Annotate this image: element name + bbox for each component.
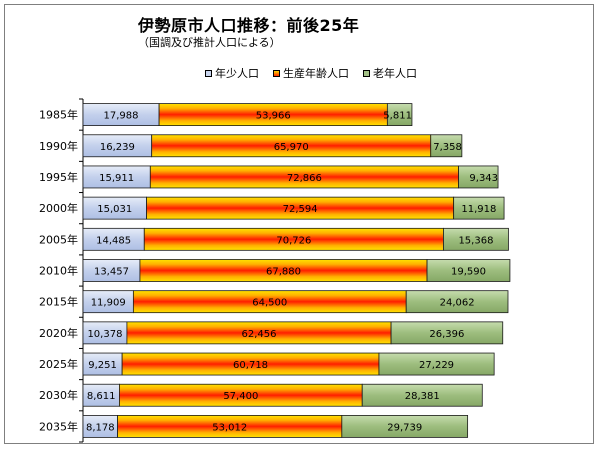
data-label-working: 70,726 xyxy=(276,235,311,246)
category-label: 1995年 xyxy=(39,170,78,184)
data-label-young: 9,251 xyxy=(88,360,117,371)
legend-item-elderly: 老年人口 xyxy=(363,65,417,81)
data-label-elderly: 29,739 xyxy=(387,422,422,433)
bar-elderly xyxy=(443,227,509,251)
data-label-elderly: 28,381 xyxy=(405,391,440,402)
data-label-working: 64,500 xyxy=(252,298,287,309)
bar-elderly xyxy=(378,352,495,376)
category-label: 2025年 xyxy=(39,357,78,371)
data-label-elderly: 7,358 xyxy=(433,142,462,153)
category-label: 2015年 xyxy=(39,295,78,309)
data-label-young: 10,378 xyxy=(87,329,122,340)
data-label-young: 16,239 xyxy=(100,142,135,153)
legend-label-working: 生産年齢人口 xyxy=(283,67,349,80)
data-label-elderly: 9,343 xyxy=(469,173,498,184)
data-label-working: 53,966 xyxy=(256,111,291,122)
category-label: 1990年 xyxy=(39,139,78,153)
bar-elderly xyxy=(426,259,511,282)
data-label-elderly: 11,918 xyxy=(461,204,496,215)
category-label: 2035年 xyxy=(39,419,78,433)
data-label-young: 17,988 xyxy=(104,111,139,122)
data-label-working: 67,880 xyxy=(266,267,301,278)
data-label-working: 72,594 xyxy=(283,204,318,215)
data-label-working: 65,970 xyxy=(274,142,309,153)
bar-elderly xyxy=(430,134,463,158)
bar-elderly xyxy=(361,383,483,407)
legend: 年少人口 生産年齢人口 老年人口 xyxy=(205,66,431,80)
data-label-young: 14,485 xyxy=(96,235,131,246)
data-label-working: 57,400 xyxy=(223,391,258,402)
category-label: 2010年 xyxy=(39,264,78,278)
legend-label-young: 年少人口 xyxy=(215,67,259,80)
bar-elderly xyxy=(386,103,413,126)
data-label-working: 62,456 xyxy=(241,329,276,340)
category-label: 2000年 xyxy=(39,201,78,215)
legend-swatch-young xyxy=(205,69,212,77)
bar-elderly xyxy=(458,165,499,189)
category-label: 1985年 xyxy=(39,108,78,122)
data-label-young: 13,457 xyxy=(94,267,129,278)
data-label-young: 8,611 xyxy=(87,391,116,402)
data-label-elderly: 15,368 xyxy=(458,235,493,246)
bar-elderly xyxy=(453,196,505,220)
chart-subtitle: （国調及び推計人口による） xyxy=(138,36,281,49)
bar-elderly xyxy=(390,321,504,345)
data-label-elderly: 27,229 xyxy=(419,360,454,371)
legend-label-elderly: 老年人口 xyxy=(373,67,417,80)
legend-swatch-working xyxy=(273,69,280,77)
data-label-working: 60,718 xyxy=(233,360,268,371)
data-label-young: 15,911 xyxy=(99,173,134,184)
data-label-working: 72,866 xyxy=(287,173,322,184)
category-label: 2020年 xyxy=(39,326,78,340)
chart-title: 伊勢原市人口推移：前後25年 xyxy=(138,16,360,35)
bar-elderly xyxy=(405,290,509,314)
data-label-young: 11,909 xyxy=(91,298,126,309)
legend-item-young: 年少人口 xyxy=(205,65,259,81)
category-label: 2030年 xyxy=(39,388,78,402)
legend-swatch-elderly xyxy=(363,69,370,77)
bar-elderly xyxy=(341,415,469,438)
data-label-elderly: 24,062 xyxy=(440,298,475,309)
category-label: 2005年 xyxy=(39,232,78,246)
data-label-young: 15,031 xyxy=(97,204,132,215)
data-label-elderly: 5,811 xyxy=(383,111,412,122)
legend-item-working: 生産年齢人口 xyxy=(273,65,349,81)
data-label-working: 53,012 xyxy=(212,422,247,433)
data-label-elderly: 26,396 xyxy=(429,329,464,340)
data-label-elderly: 19,590 xyxy=(451,267,486,278)
data-label-young: 8,178 xyxy=(86,422,115,433)
